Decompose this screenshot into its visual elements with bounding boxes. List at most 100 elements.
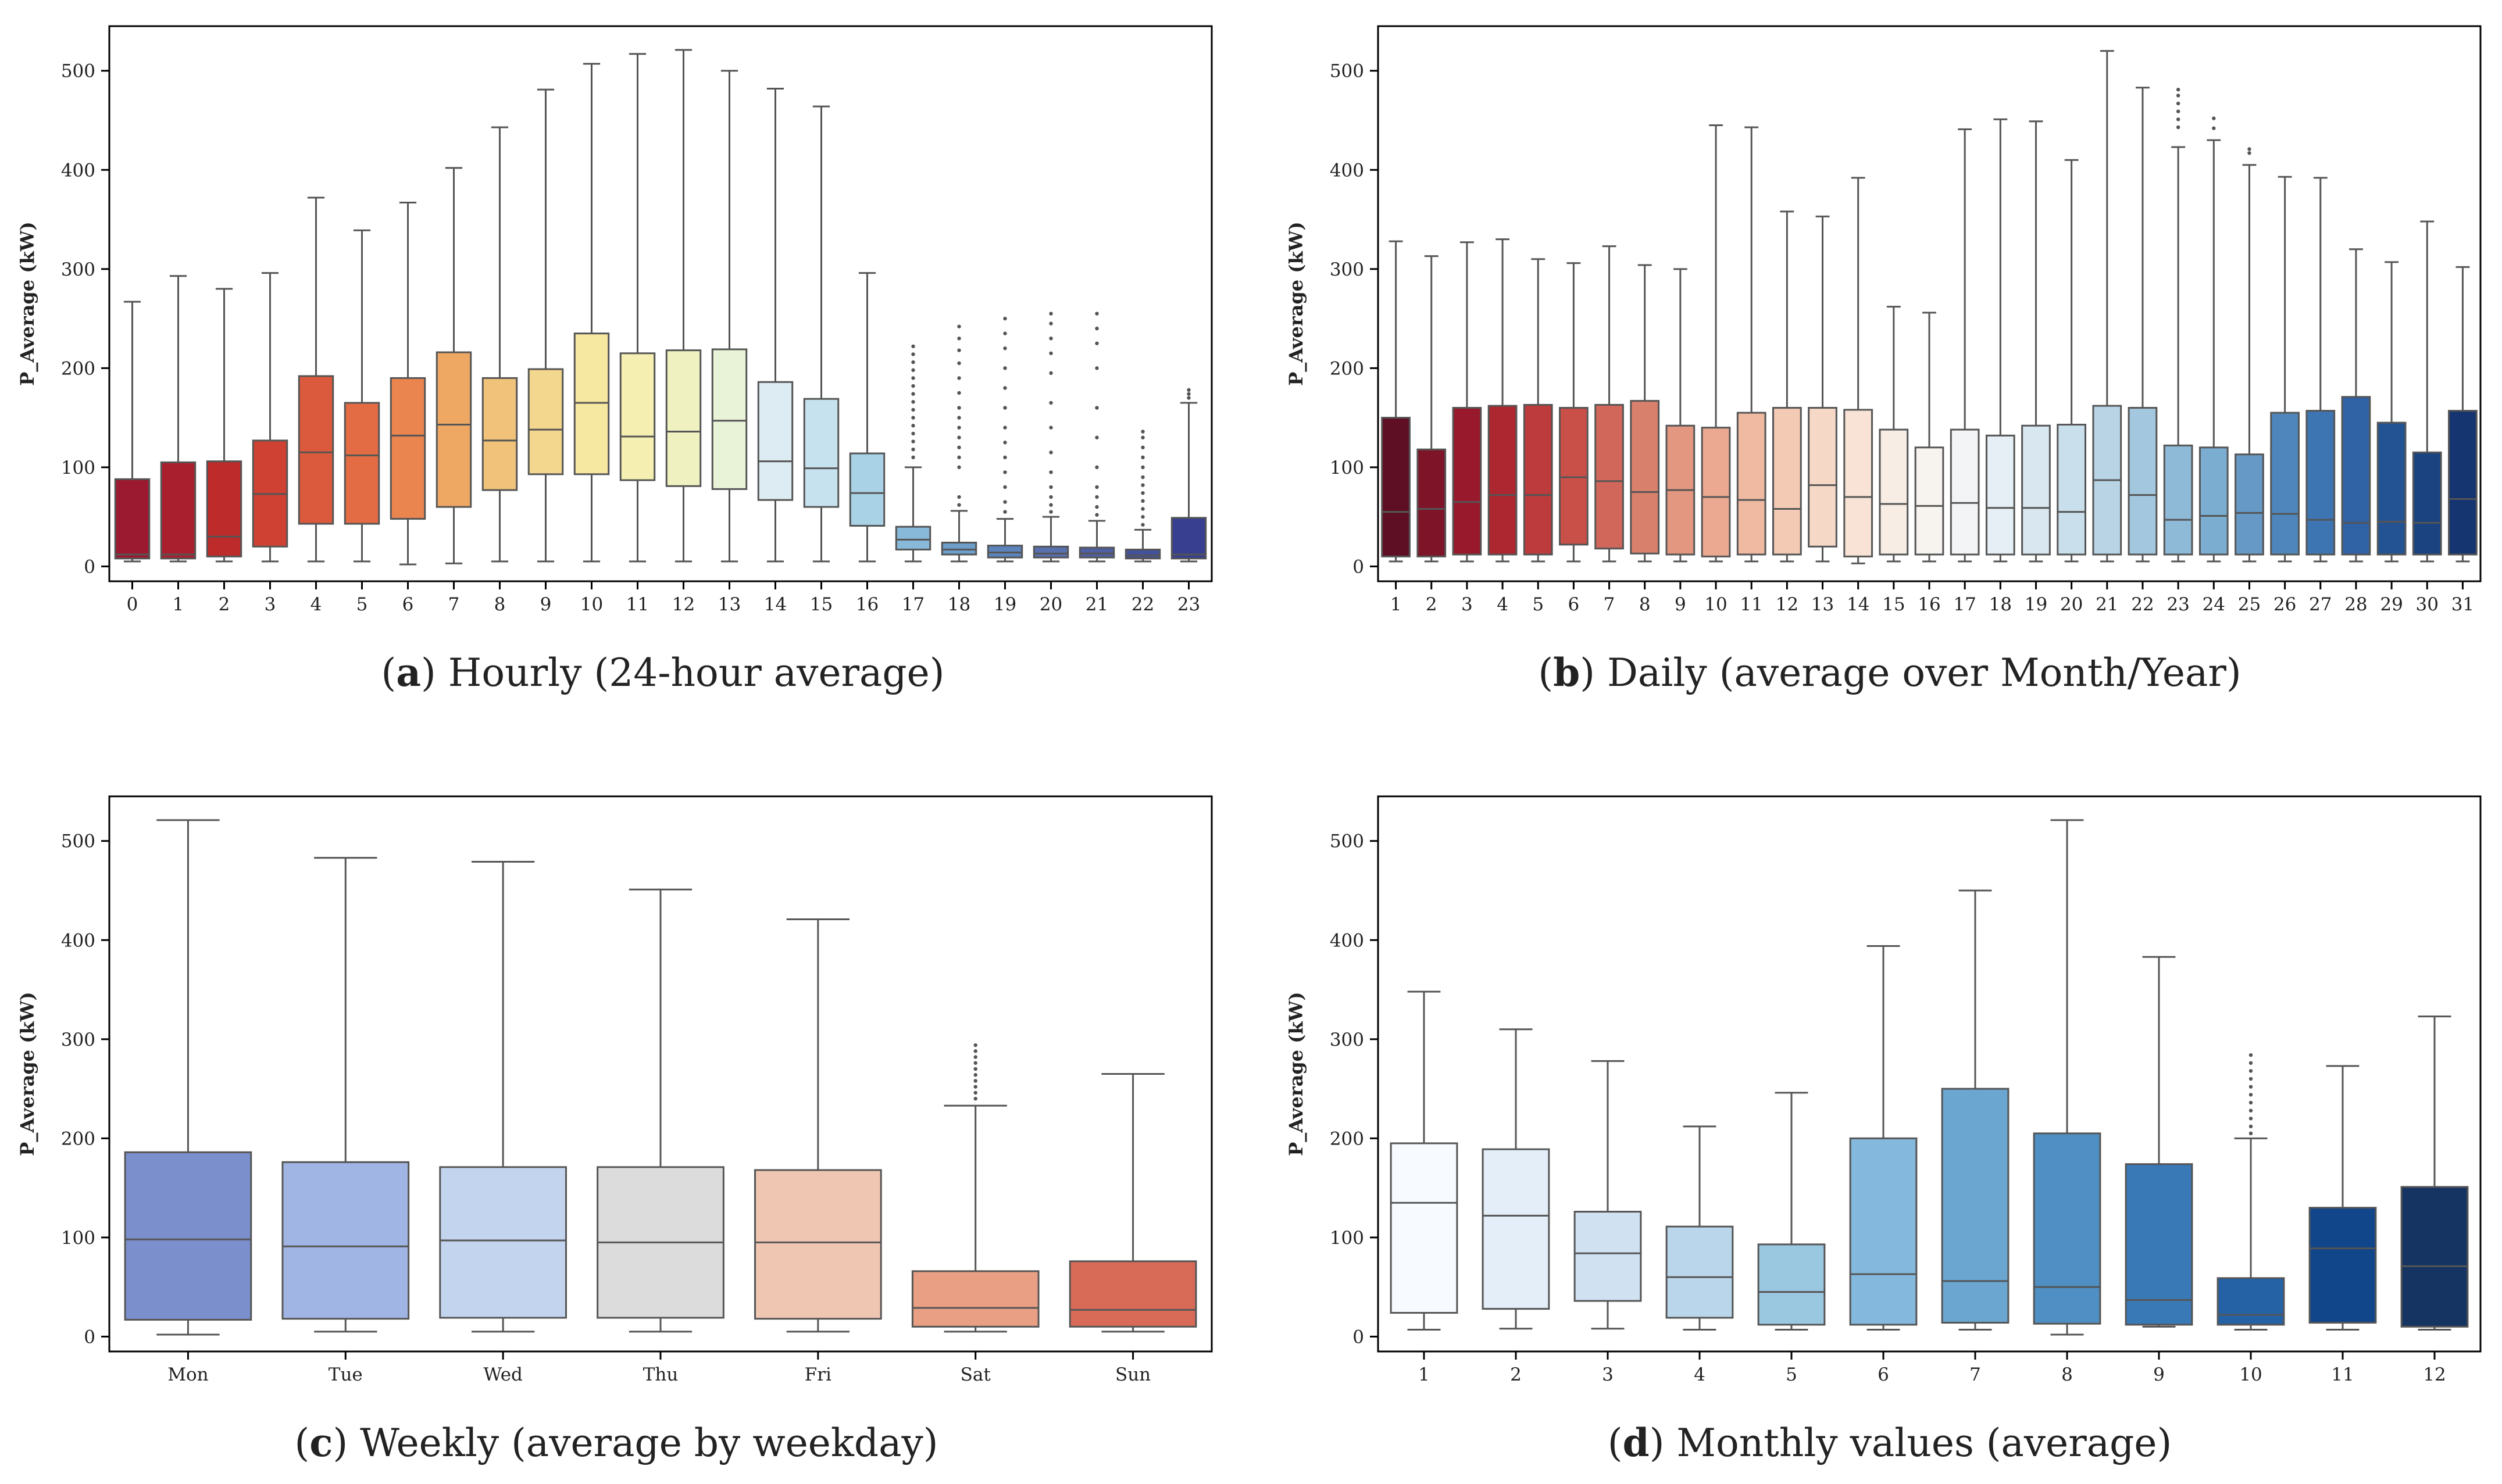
y-tick-label: 0 <box>1352 556 1364 577</box>
outlier-point <box>957 324 961 328</box>
outlier-point <box>1049 510 1053 514</box>
x-tick-label: 20 <box>1040 594 1062 615</box>
box-day-10 <box>1701 124 1731 563</box>
box-day-4 <box>1487 238 1518 563</box>
x-tick-label: 26 <box>2273 594 2296 615</box>
x-tick-label: 21 <box>1086 594 1108 615</box>
y-tick-label: 0 <box>84 1326 95 1347</box>
box-hour-19 <box>987 316 1023 563</box>
outlier-point <box>2248 1093 2253 1097</box>
y-tick-label: 300 <box>61 1029 95 1050</box>
iqr-box <box>1487 405 1518 556</box>
y-tick-label: 400 <box>1330 930 1364 951</box>
iqr-box <box>2163 444 2193 556</box>
outlier-point <box>2248 1061 2253 1065</box>
x-tick-label: 30 <box>2416 594 2439 615</box>
iqr-box <box>1736 412 1766 556</box>
x-tick-label: 31 <box>2451 594 2474 615</box>
outlier-point <box>1095 485 1099 489</box>
iqr-box <box>2033 1132 2101 1325</box>
outlier-point <box>957 336 961 341</box>
iqr-box <box>281 1161 410 1320</box>
box-day-28 <box>2341 248 2371 563</box>
iqr-box <box>895 525 931 550</box>
x-tick-label: Tue <box>329 1364 363 1385</box>
x-tick-label: 8 <box>1639 594 1651 615</box>
outlier-point <box>1049 400 1053 405</box>
outlier-point <box>1141 507 1145 511</box>
x-tick-label: 8 <box>2061 1364 2073 1385</box>
x-tick-label: 12 <box>2423 1364 2446 1385</box>
outlier-point <box>1003 425 1007 430</box>
outlier-point <box>973 1049 977 1053</box>
iqr-box <box>2057 424 2086 556</box>
outlier-point <box>1003 500 1007 504</box>
iqr-box <box>2235 453 2264 556</box>
outlier-point <box>973 1073 977 1077</box>
x-tick-label: 19 <box>2025 594 2047 615</box>
box-month-7 <box>1941 889 2010 1331</box>
box-hour-8 <box>481 126 518 563</box>
box-day-1 <box>1381 240 1411 563</box>
box-weekday-Thu <box>597 888 724 1333</box>
box-hour-13 <box>711 70 748 563</box>
outlier-point <box>1095 505 1099 509</box>
iqr-box <box>1079 546 1115 559</box>
outlier-point <box>911 416 915 420</box>
iqr-box <box>2412 451 2442 556</box>
box-weekday-Mon <box>124 819 252 1336</box>
outlier-point <box>2248 1053 2253 1057</box>
box-month-9 <box>2125 956 2193 1328</box>
x-tick-label: 1 <box>173 594 184 615</box>
outlier-point <box>1141 445 1145 449</box>
iqr-box <box>1808 407 1837 548</box>
outlier-point <box>1003 346 1007 351</box>
outlier-point <box>1049 351 1053 355</box>
iqr-box <box>941 541 977 556</box>
outlier-point <box>1095 513 1099 517</box>
x-tick-label: 8 <box>494 594 506 615</box>
box-day-11 <box>1736 126 1766 563</box>
iqr-box <box>803 398 840 508</box>
y-axis-label: P_Average (kW) <box>1285 221 1307 385</box>
iqr-box <box>2021 424 2051 556</box>
x-tick-label: 18 <box>1989 594 2012 615</box>
iqr-box <box>439 1166 567 1319</box>
x-tick-label: 15 <box>1882 594 1905 615</box>
outlier-point <box>1141 483 1145 487</box>
y-axis-label: P_Average (kW) <box>16 221 38 385</box>
outlier-point <box>1003 455 1007 460</box>
y-tick-label: 300 <box>61 259 95 280</box>
iqr-box <box>619 352 656 481</box>
outlier-point <box>2176 87 2180 92</box>
x-tick-label: 13 <box>1811 594 1834 615</box>
x-tick-label: Sun <box>1115 1364 1151 1385</box>
y-tick-label: 100 <box>1330 1228 1364 1249</box>
outlier-point <box>957 435 961 439</box>
box-day-20 <box>2057 159 2086 563</box>
y-tick-label: 200 <box>1330 358 1364 379</box>
outlier-point <box>911 384 915 388</box>
x-tick-label: 6 <box>402 594 414 615</box>
iqr-box <box>711 348 748 490</box>
caption-weekly: (c) Weekly (average by weekday) <box>295 1420 938 1465</box>
x-tick-label: 5 <box>1786 1364 1797 1385</box>
x-tick-label: 21 <box>2096 594 2118 615</box>
y-tick-label: 500 <box>61 61 95 82</box>
box-hour-1 <box>160 275 197 563</box>
box-month-2 <box>1482 1028 1550 1330</box>
x-tick-label: 28 <box>2344 594 2367 615</box>
outlier-point <box>973 1061 977 1065</box>
x-tick-label: 10 <box>2239 1364 2262 1385</box>
iqr-box <box>344 402 380 525</box>
outlier-point <box>957 455 961 460</box>
x-tick-label: 22 <box>2131 594 2154 615</box>
box-month-6 <box>1849 945 1918 1331</box>
outlier-point <box>911 344 915 349</box>
box-day-15 <box>1879 306 1909 563</box>
x-tick-label: 10 <box>1704 594 1727 615</box>
iqr-box <box>2305 410 2336 556</box>
outlier-point <box>973 1055 977 1059</box>
